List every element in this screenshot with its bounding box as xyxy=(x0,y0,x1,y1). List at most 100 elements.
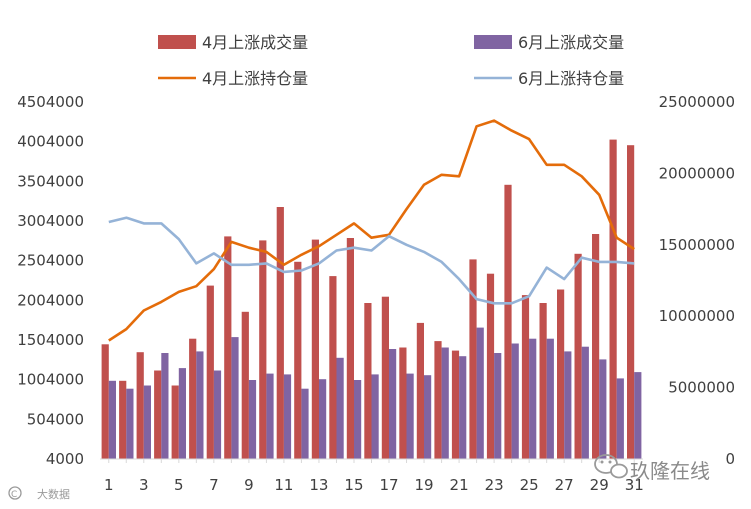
y-left-tick-label: 2504000 xyxy=(17,252,84,270)
y-right-tick-label: 25000000 xyxy=(659,93,735,111)
legend: 4月上涨成交量 6月上涨成交量 4月上涨持仓量 6月上涨持仓量 xyxy=(158,33,624,88)
bar-1-7 xyxy=(206,285,214,459)
bar-2-14 xyxy=(336,357,344,459)
bar-1-5 xyxy=(171,385,179,459)
x-tick-label: 3 xyxy=(139,476,149,494)
bar-2-6 xyxy=(196,351,204,459)
x-tick-label: 31 xyxy=(625,476,644,494)
bar-2-31 xyxy=(634,372,642,459)
bar-1-23 xyxy=(486,273,495,459)
x-tick-label: 5 xyxy=(174,476,184,494)
bar-2-28 xyxy=(581,346,589,459)
x-tick-label: 11 xyxy=(274,476,293,494)
x-tick-label: 15 xyxy=(344,476,363,494)
bar-2-10 xyxy=(266,373,274,459)
bar-2-29 xyxy=(599,359,607,459)
line-series-2 xyxy=(108,216,635,305)
bar-2-13 xyxy=(319,379,327,459)
bar-1-8 xyxy=(224,236,232,459)
bar-1-16 xyxy=(364,303,372,459)
bar-1-12 xyxy=(294,261,302,459)
legend-label: 6月上涨持仓量 xyxy=(518,69,624,88)
bar-1-15 xyxy=(346,238,354,459)
legend-label: 6月上涨成交量 xyxy=(518,33,624,52)
y-right-tick-label: 15000000 xyxy=(659,236,735,254)
y-right-tick-label: 5000000 xyxy=(668,379,735,397)
y-left-tick-label: 2004000 xyxy=(17,291,84,309)
x-tick-label: 27 xyxy=(555,476,574,494)
wechat-icon xyxy=(594,454,628,479)
bar-2-26 xyxy=(546,338,554,459)
x-tick-label: 17 xyxy=(379,476,398,494)
bar-2-18 xyxy=(406,373,414,459)
bar-2-1 xyxy=(108,380,116,459)
bar-2-3 xyxy=(143,385,151,459)
bar-2-23 xyxy=(494,353,502,459)
bar-2-4 xyxy=(161,353,169,459)
bar-1-18 xyxy=(399,347,407,459)
bar-1-6 xyxy=(189,338,197,459)
bar-1-10 xyxy=(259,240,267,459)
bar-1-14 xyxy=(329,276,337,459)
bar-1-1 xyxy=(101,344,109,459)
bar-2-21 xyxy=(459,356,467,459)
bar-2-24 xyxy=(511,343,519,459)
bar-1-4 xyxy=(154,370,162,459)
bar-1-28 xyxy=(574,253,582,459)
bar-2-17 xyxy=(389,349,397,459)
y-right-tick-label: 10000000 xyxy=(659,307,735,325)
x-tick-label: 1 xyxy=(104,476,114,494)
bar-2-11 xyxy=(283,374,292,459)
y-left-tick-label: 4004000 xyxy=(17,133,84,151)
bar-1-24 xyxy=(504,184,512,460)
bar-1-17 xyxy=(381,296,389,459)
bar-1-21 xyxy=(451,350,460,459)
bar-1-30 xyxy=(609,139,617,459)
y-left-tick-label: 3004000 xyxy=(17,212,84,230)
y-left-tick-label: 504000 xyxy=(27,410,84,428)
legend-label: 4月上涨持仓量 xyxy=(202,69,308,88)
lines xyxy=(108,119,635,342)
bar-2-16 xyxy=(371,374,379,459)
bar-2-2 xyxy=(126,388,134,459)
bars xyxy=(101,139,642,460)
x-tick-label: 7 xyxy=(209,476,219,494)
bar-2-25 xyxy=(529,338,537,459)
line-series-1 xyxy=(108,119,635,342)
x-tick-label: 9 xyxy=(244,476,254,494)
legend-label: 4月上涨成交量 xyxy=(202,33,308,52)
x-tick-label: 21 xyxy=(450,476,469,494)
bar-1-31 xyxy=(627,145,635,459)
bar-1-20 xyxy=(434,341,442,459)
axes: 1 3 5 7 9 11 13 15 17 19 21 23 25 27 29 314000504000100… xyxy=(17,93,735,494)
y-left-tick-label: 4000 xyxy=(46,450,84,468)
bar-2-20 xyxy=(441,347,449,459)
bar-2-7 xyxy=(213,370,222,459)
bar-2-30 xyxy=(616,378,624,459)
bar-1-26 xyxy=(539,303,547,459)
legend-swatch xyxy=(474,35,512,49)
bar-1-11 xyxy=(276,207,284,459)
x-tick-label: 29 xyxy=(590,476,609,494)
bar-1-25 xyxy=(521,295,530,459)
y-left-tick-label: 1504000 xyxy=(17,331,84,349)
y-left-tick-label: 4504000 xyxy=(17,93,84,111)
bar-1-13 xyxy=(311,239,319,459)
bar-2-15 xyxy=(354,380,362,459)
y-left-tick-label: 1004000 xyxy=(17,371,84,389)
y-right-tick-label: 20000000 xyxy=(659,164,735,182)
y-left-tick-label: 3504000 xyxy=(17,172,84,190)
bar-1-27 xyxy=(557,289,565,459)
bar-2-9 xyxy=(248,380,257,459)
bar-1-29 xyxy=(592,234,600,459)
bar-1-2 xyxy=(119,380,127,459)
bar-2-19 xyxy=(424,375,432,459)
watermark-corner: 大数据 xyxy=(37,487,70,501)
y-right-tick-label: 0 xyxy=(725,450,735,468)
watermark: 玖隆在线 C 大数据 xyxy=(8,454,710,501)
bar-2-22 xyxy=(476,327,484,459)
bar-2-5 xyxy=(178,368,186,459)
bar-2-8 xyxy=(231,337,239,459)
bar-1-9 xyxy=(241,311,249,459)
